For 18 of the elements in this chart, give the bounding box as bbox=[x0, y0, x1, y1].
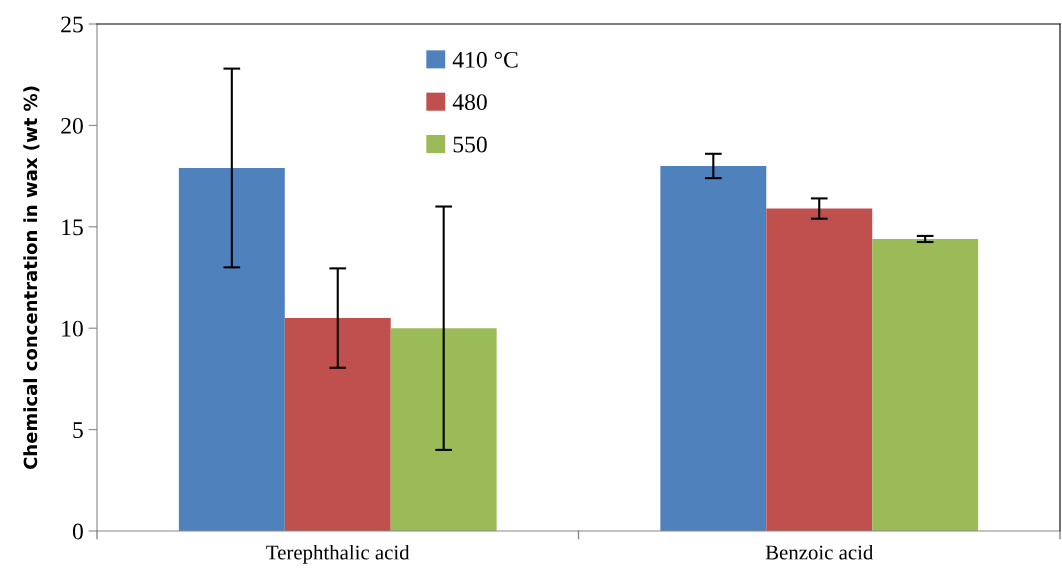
y-axis-title: Chemical concentration in wax (wt %) bbox=[23, 86, 40, 470]
y-tick-label: 15 bbox=[62, 219, 83, 236]
y-tick-label: 5 bbox=[73, 422, 83, 439]
bar bbox=[390, 328, 497, 531]
bar bbox=[872, 238, 979, 531]
x-tick-label: Terephthalic acid bbox=[266, 544, 410, 564]
bar bbox=[660, 165, 767, 531]
bar bbox=[284, 318, 391, 531]
y-tick-label: 20 bbox=[61, 117, 83, 134]
legend-label: 410 °C bbox=[452, 51, 518, 68]
legend-label: 480 bbox=[452, 94, 487, 111]
legend-label: 550 bbox=[453, 136, 487, 153]
bar bbox=[766, 208, 873, 531]
x-tick-label: Benzoic acid bbox=[765, 544, 874, 560]
y-tick-label: 10 bbox=[62, 320, 83, 337]
bar bbox=[178, 167, 285, 531]
y-tick-label: 25 bbox=[61, 16, 83, 33]
y-tick-label: 0 bbox=[72, 523, 83, 540]
